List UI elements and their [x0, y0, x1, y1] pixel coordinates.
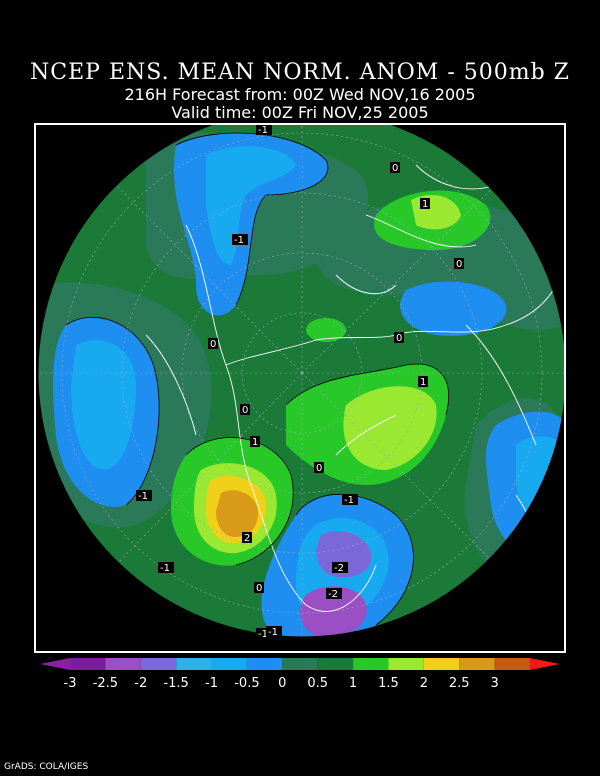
colorbar-segment [317, 658, 354, 670]
colorbar-max-arrow [530, 658, 560, 670]
colorbar-tick: -0.5 [234, 676, 260, 691]
contour-label-bg [250, 436, 260, 447]
contour-label: 1 [422, 199, 428, 210]
colorbar-tick: 0.5 [307, 676, 329, 691]
contour-label: 0 [242, 405, 248, 416]
anomaly-field [38, 125, 564, 637]
colorbar-min-arrow [40, 658, 70, 670]
colorbar-tick: 2 [419, 676, 428, 691]
contour-label-bg [332, 562, 348, 573]
neg-anomaly-west-core [71, 339, 136, 470]
colorbar-tick: 2.5 [448, 676, 470, 691]
map-panel: -1 -1 0 1 0 0 0 1 0 -1 1 0 -1 -1 2 -2 -1 0 -2 -1 [34, 123, 566, 653]
contour-label: -1 [268, 627, 278, 638]
pos-anomaly-central-core [343, 386, 437, 470]
colorbar-segment [494, 658, 530, 670]
colorbar-tick: -2.5 [92, 676, 119, 691]
contour-label: -1 [234, 235, 244, 246]
contour-label-bg [418, 376, 428, 387]
neg-anomaly-south-3 [300, 586, 367, 637]
contour-label: 0 [456, 259, 462, 270]
colorbar-segment [211, 658, 247, 670]
neg-half-east [314, 201, 564, 330]
contour-label-bg [394, 332, 404, 343]
neg-anomaly-east [400, 281, 507, 336]
contour-label: 1 [420, 377, 426, 388]
pos-anomaly-strong-3 [216, 490, 258, 538]
contour-label-bg [158, 562, 174, 573]
colorbar-segment [459, 658, 495, 670]
contour-label: 0 [316, 463, 322, 474]
contour-label-bg [232, 234, 248, 245]
colorbar-segment [105, 658, 141, 670]
contour-label: 0 [210, 339, 216, 350]
contour-label-bg [420, 198, 430, 209]
contour-label: -1 [138, 491, 148, 502]
contour-label: -2 [328, 589, 338, 600]
contour-label: -1 [160, 563, 170, 574]
contour-label-bg [314, 462, 324, 473]
colorbar-segment [353, 658, 389, 670]
contour-label-bg [326, 588, 342, 599]
colorbar-tick: 1 [348, 676, 358, 691]
colorbar-segment [282, 658, 318, 670]
colorbar [40, 658, 560, 670]
contour-label-bg [254, 582, 264, 593]
neg-anomaly-north-core [206, 146, 296, 265]
contour-label: 0 [396, 333, 402, 344]
valid-time-line: Valid time: 00Z Fri NOV,25 2005 [171, 103, 429, 122]
contour-lines [65, 132, 449, 626]
contour-label: 0 [392, 163, 398, 174]
colorbar-tick: 0 [278, 676, 287, 691]
colorbar-segment [140, 658, 177, 670]
contour-label: 1 [252, 437, 258, 448]
contour-label: 0 [256, 583, 262, 594]
colorbar-tick: 1.5 [378, 676, 399, 691]
graticule [38, 125, 564, 637]
colorbar-segment [388, 658, 424, 670]
colorbar-tick: 3 [490, 676, 499, 691]
colorbar-segment [423, 658, 460, 670]
contour-label: -1 [258, 629, 268, 640]
colorbar-tick: -1.5 [163, 676, 189, 691]
contour-label-bg [266, 626, 282, 637]
colorbar-tick: -2 [134, 676, 148, 691]
contour-label-bg [342, 494, 358, 505]
colorbar-tick: -3 [63, 676, 77, 691]
map-title: NCEP ENS. MEAN NORM. ANOM - 500mb Z [30, 60, 570, 85]
contour-label-bg [208, 338, 218, 349]
grads-credit: GrADS: COLA/IGES [4, 762, 89, 772]
colorbar-segment [246, 658, 283, 670]
contour-label-bg [256, 628, 272, 639]
contour-label: -2 [334, 563, 344, 574]
colorbar-segments [40, 658, 560, 670]
contour-label-bg [454, 258, 464, 269]
contour-label-bg [240, 404, 250, 415]
colorbar-segment [70, 658, 106, 670]
contour-label-bg [242, 532, 252, 543]
contour-label: 2 [244, 533, 250, 544]
contour-label: -1 [258, 125, 268, 136]
contour-label-bg [390, 162, 400, 173]
colorbar-segment [176, 658, 212, 670]
forecast-line: 216H Forecast from: 00Z Wed NOV,16 2005 [124, 85, 476, 104]
neg-anomaly-south-2 [316, 531, 372, 578]
hemisphere-outline [37, 125, 564, 638]
contour-label-bg [136, 490, 152, 501]
colorbar-tick: -1 [205, 676, 219, 691]
pos-anomaly-small [306, 318, 346, 342]
contour-label-bg [256, 125, 272, 135]
contour-label: -1 [344, 495, 354, 506]
